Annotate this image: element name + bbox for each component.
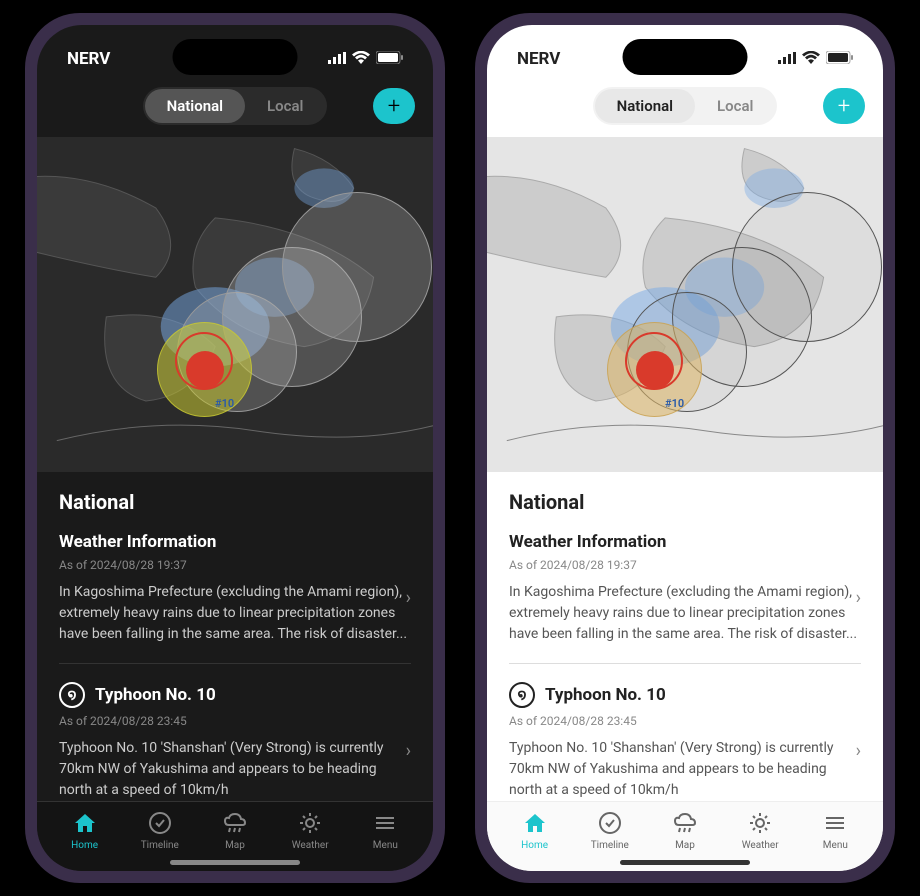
tab-timeline[interactable]: Timeline: [125, 810, 195, 851]
phone-light: NERV National Local +: [475, 13, 895, 883]
tab-map[interactable]: Map: [650, 810, 720, 851]
alert-typhoon[interactable]: ໑ Typhoon No. 10 As of 2024/08/28 23:45 …: [509, 682, 861, 801]
home-indicator[interactable]: [170, 860, 300, 865]
notch: [623, 39, 748, 75]
typhoon-label: #10: [215, 397, 234, 410]
sun-icon: [297, 810, 323, 836]
cloud-rain-icon: [672, 810, 698, 836]
header: National Local +: [487, 75, 883, 137]
alert-time: As of 2024/08/28 19:37: [509, 558, 861, 572]
tab-label: Menu: [823, 840, 848, 851]
typhoon-center: [186, 351, 224, 389]
tab-label: Timeline: [591, 840, 629, 851]
header: National Local +: [37, 75, 433, 137]
battery-icon: [826, 49, 853, 69]
wifi-icon: [802, 49, 820, 69]
alert-title: Typhoon No. 10: [545, 685, 666, 705]
tab-weather[interactable]: Weather: [275, 810, 345, 851]
clock-icon: [147, 810, 173, 836]
tab-label: Home: [521, 840, 548, 851]
chevron-right-icon: ›: [406, 587, 411, 608]
alert-weather-info[interactable]: Weather Information As of 2024/08/28 19:…: [509, 532, 861, 664]
alert-title: Weather Information: [509, 532, 861, 552]
cellular-icon: [778, 49, 796, 69]
alert-time: As of 2024/08/28 23:45: [59, 714, 411, 728]
tab-map[interactable]: Map: [200, 810, 270, 851]
alert-typhoon[interactable]: ໑ Typhoon No. 10 As of 2024/08/28 23:45 …: [59, 682, 411, 801]
alert-title: Weather Information: [59, 532, 411, 552]
view-segmented: National Local: [593, 87, 778, 125]
forecast-circle-3: [282, 192, 432, 342]
home-indicator[interactable]: [620, 860, 750, 865]
tab-timeline[interactable]: Timeline: [575, 810, 645, 851]
tab-label: Weather: [742, 840, 779, 851]
typhoon-icon: ໑: [509, 682, 535, 708]
typhoon-map[interactable]: #10: [37, 137, 433, 472]
content-area: National Weather Information As of 2024/…: [487, 472, 883, 801]
app-title: NERV: [517, 49, 560, 69]
clock-icon: [597, 810, 623, 836]
tab-local[interactable]: Local: [695, 89, 775, 123]
chevron-right-icon: ›: [856, 740, 861, 761]
wifi-icon: [352, 49, 370, 69]
alert-time: As of 2024/08/28 19:37: [59, 558, 411, 572]
section-title: National: [509, 490, 861, 514]
section-title: National: [59, 490, 411, 514]
typhoon-label: #10: [665, 397, 684, 410]
add-button[interactable]: +: [823, 88, 865, 124]
chevron-right-icon: ›: [406, 740, 411, 761]
tab-national[interactable]: National: [145, 89, 245, 123]
cloud-rain-icon: [222, 810, 248, 836]
menu-icon: [822, 810, 848, 836]
phone-dark: NERV National Local +: [25, 13, 445, 883]
alert-body: In Kagoshima Prefecture (excluding the A…: [59, 582, 411, 645]
tab-menu[interactable]: Menu: [800, 810, 870, 851]
alert-weather-info[interactable]: Weather Information As of 2024/08/28 19:…: [59, 532, 411, 664]
tab-weather[interactable]: Weather: [725, 810, 795, 851]
alert-body: In Kagoshima Prefecture (excluding the A…: [509, 582, 861, 645]
sun-icon: [747, 810, 773, 836]
home-icon: [522, 810, 548, 836]
view-segmented: National Local: [143, 87, 328, 125]
tab-home[interactable]: Home: [500, 810, 570, 851]
typhoon-center: [636, 351, 674, 389]
forecast-circle-3: [732, 192, 882, 342]
tab-label: Home: [71, 840, 98, 851]
alert-body: Typhoon No. 10 'Shanshan' (Very Strong) …: [509, 738, 861, 801]
notch: [173, 39, 298, 75]
chevron-right-icon: ›: [856, 587, 861, 608]
tab-menu[interactable]: Menu: [350, 810, 420, 851]
app-title: NERV: [67, 49, 110, 69]
alert-time: As of 2024/08/28 23:45: [509, 714, 861, 728]
tab-label: Map: [225, 840, 245, 851]
content-area: National Weather Information As of 2024/…: [37, 472, 433, 801]
tab-label: Map: [675, 840, 695, 851]
tab-label: Timeline: [141, 840, 179, 851]
alert-title: Typhoon No. 10: [95, 685, 216, 705]
typhoon-icon: ໑: [59, 682, 85, 708]
home-icon: [72, 810, 98, 836]
alert-body: Typhoon No. 10 'Shanshan' (Very Strong) …: [59, 738, 411, 801]
typhoon-map[interactable]: #10: [487, 137, 883, 472]
tab-national[interactable]: National: [595, 89, 695, 123]
menu-icon: [372, 810, 398, 836]
tab-label: Weather: [292, 840, 329, 851]
tab-local[interactable]: Local: [245, 89, 325, 123]
cellular-icon: [328, 49, 346, 69]
tab-label: Menu: [373, 840, 398, 851]
tab-home[interactable]: Home: [50, 810, 120, 851]
battery-icon: [376, 49, 403, 69]
add-button[interactable]: +: [373, 88, 415, 124]
